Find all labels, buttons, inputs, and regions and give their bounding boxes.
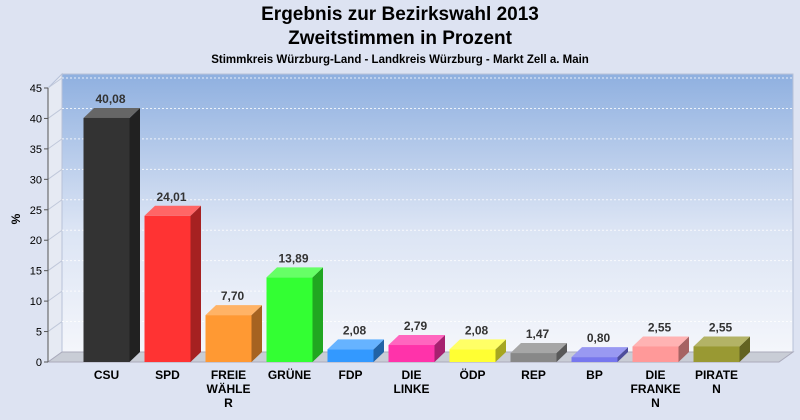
data-label: 0,80 [587,331,611,345]
y-axis-label: % [9,213,23,224]
bar [449,349,496,362]
bar [266,277,313,362]
chart-subtitle: Zweitstimmen in Prozent [288,28,512,49]
gridline-side [47,138,63,150]
bar [205,315,252,362]
bar [144,215,191,362]
bar-top [571,347,628,358]
gridline-side [47,199,63,211]
bar [632,346,679,362]
x-tick-label: FRANKE [631,382,681,396]
bar-side [617,347,628,362]
bar-top [83,107,140,118]
y-tick-label: 40 [30,113,42,125]
y-tick-label: 25 [30,205,42,217]
x-tick-label: BP [586,368,603,382]
bar [83,117,130,362]
bar-side [129,107,140,362]
bar-top [449,339,506,350]
data-label: 1,47 [526,327,550,341]
data-label: 2,55 [709,320,733,334]
data-label: 7,70 [221,289,245,303]
x-tick-label: GRÜNE [268,367,311,382]
bar [571,357,618,362]
bar-side [373,339,384,362]
data-label: 2,79 [404,319,428,333]
gridline-side [47,168,63,180]
y-tick-label: 0 [36,357,42,369]
x-tick-label: DIE [645,368,665,382]
x-tick-label: LINKE [394,382,430,396]
x-tick-label: N [651,396,660,410]
y-tick-label: 5 [36,327,42,339]
x-tick-label: PIRATE [695,368,738,382]
x-tick-label: CSU [94,368,119,382]
bar-top [693,336,750,347]
y-tick-label: 35 [30,144,42,156]
bar [327,349,374,362]
bar-side [251,305,262,362]
plot-area: 0 5 10 15 20 25 30 35 40 45% 40,08 CSU 24,01 SPD 7,70 F… [9,72,795,410]
chart-title: Ergebnis zur Bezirkswahl 2013 [261,4,539,25]
x-tick-label: R [224,396,233,410]
y-tick-label: 30 [30,174,42,186]
x-tick-label: WÄHLE [207,381,251,396]
bar-side [190,205,201,362]
gridline-side [47,321,63,332]
bar-top [205,305,262,316]
data-label: 24,01 [156,190,186,204]
chart-subtitle-region: Stimmkreis Würzburg-Land - Landkreis Wür… [211,54,589,66]
bar-top [388,335,445,346]
bar-side [556,343,567,362]
bar-side [678,336,689,362]
bar-top [144,205,201,216]
data-label: 2,08 [343,323,367,337]
y-tick-label: 10 [30,296,42,308]
bar-side [312,267,323,362]
x-tick-label: N [712,382,721,396]
bar-top [632,336,689,347]
bar-top [266,267,323,278]
data-label: 2,08 [465,323,489,337]
x-tick-label: SPD [155,368,180,382]
gridline-side [47,290,63,302]
data-label: 2,55 [648,320,672,334]
bar-top [510,343,567,354]
x-tick-label: FREIE [211,368,246,382]
bar-top [327,339,384,350]
x-tick-label: FDP [339,368,363,382]
y-tick-label: 15 [30,266,42,278]
bar [388,345,435,362]
gridline-side [47,229,63,241]
x-tick-label: ÖDP [459,367,485,382]
y-tick-label: 45 [30,83,42,95]
bar-side [434,335,445,362]
gridline-side [47,108,63,119]
gridline-side [47,77,63,89]
x-tick-label: DIE [401,368,421,382]
bar-side [495,339,506,362]
gridline-side [47,260,63,272]
y-tick-label: 20 [30,235,42,247]
bar-side [739,336,750,362]
bar [510,353,557,362]
x-tick-label: REP [521,368,546,382]
bar [693,346,740,362]
data-label: 40,08 [95,92,125,106]
data-label: 13,89 [278,251,308,265]
